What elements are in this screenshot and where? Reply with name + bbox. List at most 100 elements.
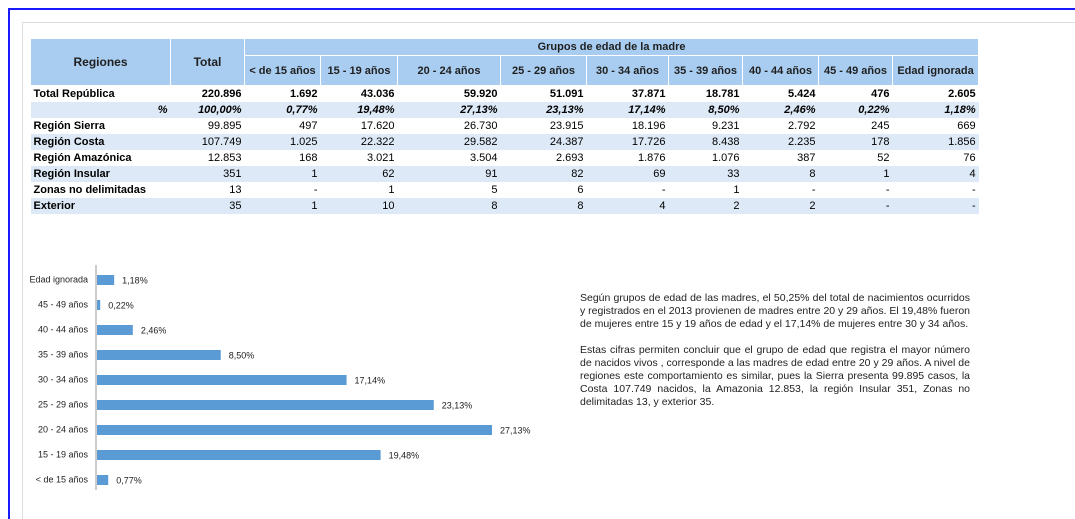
table-cell: 1 bbox=[388, 184, 395, 196]
table-cell: 2.792 bbox=[787, 120, 816, 132]
category-label: Edad ignorada bbox=[29, 274, 88, 284]
table-cell: 669 bbox=[957, 120, 976, 132]
table-cell: 12.853 bbox=[207, 152, 242, 164]
header-cell: Total bbox=[170, 38, 245, 86]
bar bbox=[97, 450, 381, 460]
table-cell: 26.730 bbox=[463, 120, 498, 132]
table-cell: - bbox=[313, 184, 318, 196]
bar bbox=[97, 475, 109, 485]
table-cell: 351 bbox=[170, 166, 245, 182]
table-cell: 51.091 bbox=[549, 88, 584, 100]
table-cell: 1.025 bbox=[244, 134, 321, 150]
table-cell: 62 bbox=[320, 166, 398, 182]
table-cell: 99.895 bbox=[207, 120, 242, 132]
table-cell: 1.876 bbox=[637, 152, 666, 164]
table-cell: 22.322 bbox=[320, 134, 398, 150]
inner-frame bbox=[22, 22, 1075, 519]
table-cell: Región Costa bbox=[30, 134, 171, 150]
value-label: 0,77% bbox=[116, 475, 142, 485]
table-cell: 17.620 bbox=[360, 120, 395, 132]
subheader-cell: 30 - 34 años bbox=[586, 55, 669, 86]
header-row: Regiones Total Grupos de edad de la madr… bbox=[30, 38, 980, 86]
table-row: Región Amazónica 12.853 168 3.021 3.504 2.693… bbox=[31, 150, 979, 166]
table-cell: 17,14% bbox=[586, 102, 669, 118]
table-cell: 76 bbox=[963, 152, 976, 164]
table-cell: 5.424 bbox=[787, 88, 816, 100]
table-cell: Región Amazónica bbox=[33, 152, 132, 164]
table-row: % 100,00% 0,77% 19,48% 27,13% 23,13% 17,14% 8,5… bbox=[30, 102, 979, 118]
value-label: 0,22% bbox=[108, 300, 134, 310]
subheader-cell: 40 - 44 años bbox=[742, 55, 819, 86]
subheader-cell: < de 15 años bbox=[244, 55, 321, 86]
table-cell: 476 bbox=[871, 88, 890, 100]
value-label: 19,48% bbox=[389, 450, 420, 460]
bar bbox=[97, 400, 434, 410]
table-cell: 107.749 bbox=[170, 134, 245, 150]
table-cell: 100,00% bbox=[170, 102, 245, 118]
data-table: Regiones Total Grupos de edad de la madr… bbox=[30, 38, 980, 214]
table-cell: 24.387 bbox=[500, 134, 587, 150]
chart: Edad ignorada 1,18% 45 - 49 años 0,22% 40 - … bbox=[29, 265, 531, 490]
table-cell: - bbox=[811, 184, 816, 196]
table-cell: 168 bbox=[299, 152, 318, 164]
table-cell: 35 bbox=[170, 198, 245, 214]
category-label: < de 15 años bbox=[36, 474, 89, 484]
table-cell: 9.231 bbox=[711, 120, 740, 132]
table-cell: 17.726 bbox=[586, 134, 669, 150]
table-cell: - bbox=[818, 198, 893, 214]
text-block: Según grupos de edad de las madres, el 5… bbox=[580, 292, 970, 422]
paragraph: Estas cifras permiten concluir que el gr… bbox=[580, 344, 970, 408]
table-row: Región Costa 107.749 1.025 22.322 29.582 24.3… bbox=[30, 134, 979, 150]
category-label: 35 - 39 años bbox=[38, 349, 89, 359]
header-cell: Regiones bbox=[30, 38, 171, 86]
table-cell: 23,13% bbox=[500, 102, 587, 118]
bar bbox=[97, 425, 493, 435]
bar bbox=[97, 300, 101, 310]
category-label: 25 - 29 años bbox=[38, 399, 89, 409]
subheader-cell: Edad ignorada bbox=[891, 55, 980, 86]
category-label: 20 - 24 años bbox=[38, 424, 89, 434]
table-cell: 245 bbox=[871, 120, 890, 132]
category-label: 30 - 34 años bbox=[38, 374, 89, 384]
table-cell: 0,77% bbox=[244, 102, 321, 118]
table-cell: - bbox=[661, 184, 666, 196]
table-cell: 1.692 bbox=[289, 88, 318, 100]
table-cell: 91 bbox=[397, 166, 501, 182]
bar bbox=[97, 350, 221, 360]
table-cell: 27,13% bbox=[397, 102, 501, 118]
table-cell: 18.196 bbox=[631, 120, 666, 132]
table-cell: 5 bbox=[491, 184, 498, 196]
table-cell: 10 bbox=[320, 198, 398, 214]
table-cell: 4 bbox=[892, 166, 979, 182]
table-cell: 1 bbox=[244, 166, 321, 182]
frame bbox=[8, 8, 1075, 519]
value-label: 1,18% bbox=[122, 275, 148, 285]
table-cell: 33 bbox=[668, 166, 743, 182]
table-row: Región Insular 351 1 62 91 82 69 33 8 1 4 bbox=[30, 166, 979, 182]
table-cell: 220.896 bbox=[201, 88, 242, 100]
bar bbox=[97, 275, 115, 285]
table-body: Total República 220.896 1.692 43.036 59.920 5… bbox=[30, 86, 979, 214]
table-cell: 1 bbox=[733, 184, 740, 196]
table-cell: 59.920 bbox=[463, 88, 498, 100]
table-cell: % bbox=[30, 102, 171, 118]
table-cell: 1.076 bbox=[711, 152, 740, 164]
subheader-cell: 45 - 49 años bbox=[818, 55, 893, 86]
group-header: Grupos de edad de la madre bbox=[243, 38, 980, 56]
table-cell: 6 bbox=[577, 184, 584, 196]
value-label: 8,50% bbox=[229, 350, 255, 360]
table-cell: 69 bbox=[586, 166, 669, 182]
table-cell: 387 bbox=[797, 152, 816, 164]
table-cell: 0,22% bbox=[818, 102, 893, 118]
table-cell: 8 bbox=[397, 198, 501, 214]
table-cell: 52 bbox=[877, 152, 890, 164]
table-cell: Región Sierra bbox=[33, 120, 106, 132]
table-cell: 2,46% bbox=[742, 102, 819, 118]
table-cell: 8 bbox=[500, 198, 587, 214]
table-cell: 2 bbox=[742, 198, 819, 214]
subheader-row: < de 15 años 15 - 19 años 20 - 24 años 25 -… bbox=[31, 55, 980, 86]
table-row: Zonas no delimitadas 13 - 1 5 6 - 1 - - - bbox=[31, 182, 979, 198]
table-cell: 8.438 bbox=[668, 134, 743, 150]
bar bbox=[97, 375, 347, 385]
table-cell: 18.781 bbox=[705, 88, 740, 100]
